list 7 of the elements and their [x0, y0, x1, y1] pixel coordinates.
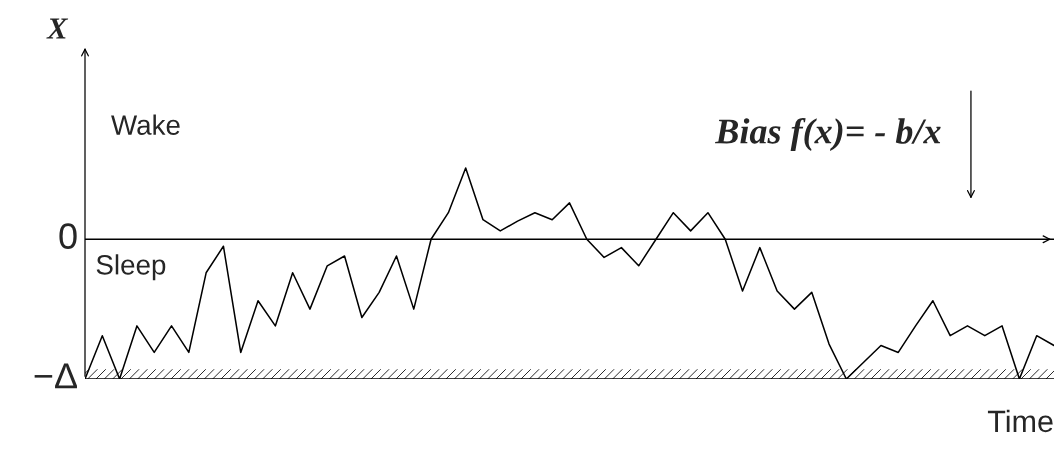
text: Bias f(x)= - b/x: [715, 117, 941, 151]
annotation: Sleep: [96, 254, 166, 281]
ref-line-label: 0: [59, 223, 77, 249]
y-axis-title: X: [46, 18, 69, 39]
text: Wake: [111, 114, 180, 135]
ref-line-label: −Δ: [34, 363, 77, 389]
x-axis-title: Time: [987, 409, 1053, 433]
